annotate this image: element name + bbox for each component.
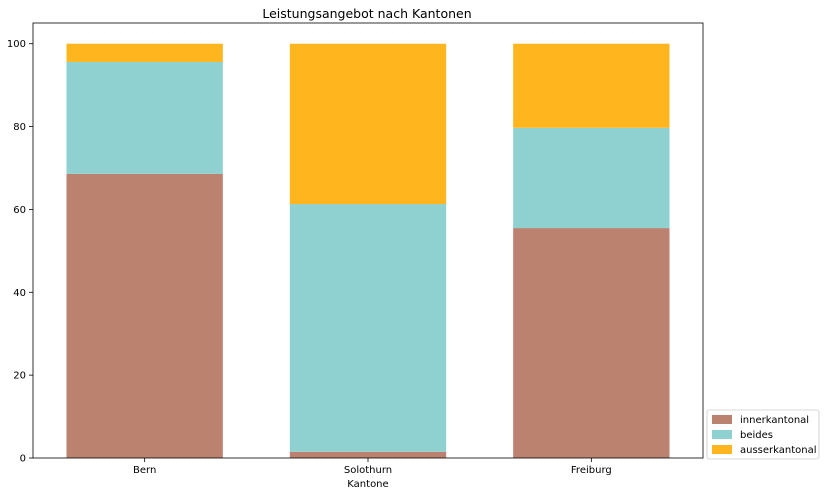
y-tick-label: 0 xyxy=(20,454,26,465)
y-tick-label: 60 xyxy=(13,205,26,216)
legend-swatch-innerkantonal xyxy=(712,415,732,424)
chart-title: Leistungsangebot nach Kantonen xyxy=(262,6,471,21)
x-axis-label: Kantone xyxy=(347,479,388,490)
legend-label-ausserkantonal: ausserkantonal xyxy=(740,445,817,456)
legend-label-innerkantonal: innerkantonal xyxy=(740,415,809,426)
bar-bern-beides xyxy=(66,61,223,174)
bar-bern-innerkantonal xyxy=(66,173,223,459)
y-tick-label: 80 xyxy=(13,122,26,133)
bar-solothurn-beides xyxy=(289,204,447,452)
bar-bern-ausserkantonal xyxy=(66,43,223,62)
legend-swatch-ausserkantonal xyxy=(712,445,732,454)
bar-freiburg-innerkantonal xyxy=(513,228,670,458)
x-tick-label-bern: Bern xyxy=(133,465,156,476)
legend: innerkantonal beides ausserkantonal xyxy=(706,409,820,460)
legend-swatch-beides xyxy=(712,430,732,439)
y-tick-label: 100 xyxy=(7,39,26,50)
legend-frame xyxy=(706,409,820,460)
y-tick-label: 40 xyxy=(13,288,26,299)
x-tick-label-freiburg: Freiburg xyxy=(571,465,612,476)
bar-solothurn-innerkantonal xyxy=(289,451,447,458)
bar-solothurn-ausserkantonal xyxy=(289,43,447,205)
bar-freiburg-beides xyxy=(513,127,670,229)
x-tick-label-solothurn: Solothurn xyxy=(344,465,392,476)
legend-label-beides: beides xyxy=(740,430,773,441)
bar-freiburg-ausserkantonal xyxy=(513,43,670,128)
y-tick-label: 20 xyxy=(13,371,26,382)
